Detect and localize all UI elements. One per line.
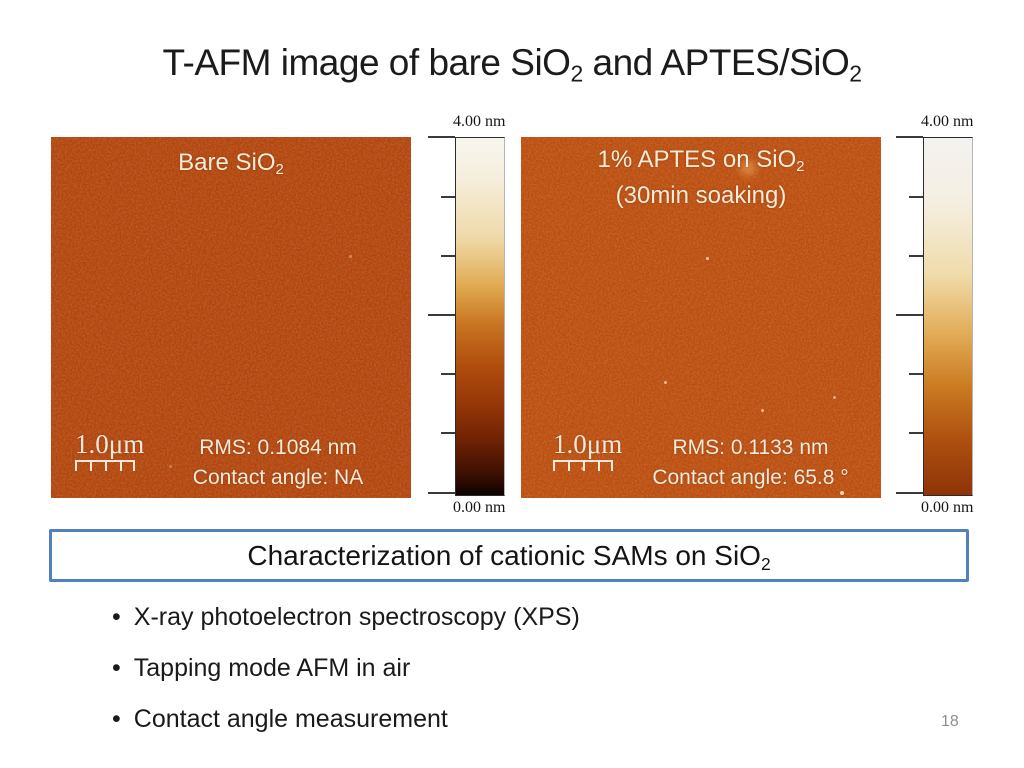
colorbar-tick xyxy=(441,255,455,257)
afm-image-bare-sio2: Bare SiO2 1.0μm RMS: 0.1084 nm Contact a… xyxy=(51,137,411,498)
scale-bar-label: 1.0μm xyxy=(75,429,145,459)
colorbar-right: 4.00 nm 0.00 nm xyxy=(896,110,974,520)
rms-value-left: RMS: 0.1084 nm xyxy=(199,436,357,459)
colorbar-tick xyxy=(896,314,923,316)
colorbar-tick xyxy=(896,492,923,494)
bright-speck xyxy=(833,396,836,399)
colorbar-left-min-label: 0.00 nm xyxy=(453,499,506,516)
colorbar-tick xyxy=(441,432,455,434)
scale-ruler xyxy=(553,460,613,474)
scale-ruler xyxy=(75,460,135,474)
colorbar-tick xyxy=(909,373,923,375)
bright-speck xyxy=(349,255,352,258)
colorbar-tick xyxy=(909,196,923,198)
colorbar-left: 4.00 nm 0.00 nm xyxy=(428,110,506,520)
colorbar-left-max-label: 4.00 nm xyxy=(453,113,506,130)
colorbar-tick xyxy=(428,136,455,138)
measurements-right: RMS: 0.1133 nm Contact angle: 65.8 ° xyxy=(628,433,873,493)
bright-speck xyxy=(761,409,764,412)
bullet-list: X-ray photoelectron spectroscopy (XPS) T… xyxy=(112,592,580,745)
scale-bar-left: 1.0μm xyxy=(75,429,145,474)
bullet-item: Contact angle measurement xyxy=(112,694,580,745)
scale-bar-right: 1.0μm xyxy=(553,429,623,474)
colorbar-left-gradient xyxy=(455,137,505,496)
colorbar-tick xyxy=(909,255,923,257)
rms-value-right: RMS: 0.1133 nm xyxy=(672,436,829,459)
scale-bar-label: 1.0μm xyxy=(553,429,623,459)
slide-title: T-AFM image of bare SiO2 and APTES/SiO2 xyxy=(0,42,1024,87)
bright-speck xyxy=(706,257,709,260)
bullet-item: Tapping mode AFM in air xyxy=(112,643,580,694)
colorbar-tick xyxy=(909,432,923,434)
afm-image-aptes-sio2: 1% APTES on SiO2 (30min soaking) 1.0μm R… xyxy=(521,137,881,498)
colorbar-tick xyxy=(441,196,455,198)
measurements-left: RMS: 0.1084 nm Contact angle: NA xyxy=(163,433,393,493)
afm-label-soaking: (30min soaking) xyxy=(615,182,787,209)
title-text: T-AFM image of bare SiO xyxy=(162,42,571,83)
colorbar-tick xyxy=(428,314,455,316)
colorbar-tick xyxy=(441,373,455,375)
title-subscript: 2 xyxy=(570,60,583,87)
page-number: 18 xyxy=(941,713,959,730)
contact-angle-right: Contact angle: 65.8 ° xyxy=(652,466,849,489)
colorbar-right-gradient xyxy=(923,137,973,496)
title-subscript-2: 2 xyxy=(849,60,862,87)
afm-label-aptes: 1% APTES on SiO2 (30min soaking) xyxy=(521,142,881,214)
title-text-2: and APTES/SiO xyxy=(582,42,850,83)
afm-label-bare-sio2: Bare SiO2 xyxy=(178,149,284,179)
colorbar-tick xyxy=(428,492,455,494)
colorbar-right-min-label: 0.00 nm xyxy=(921,499,974,516)
bullet-item: X-ray photoelectron spectroscopy (XPS) xyxy=(112,592,580,643)
colorbar-tick xyxy=(896,136,923,138)
characterization-callout-box: Characterization of cationic SAMs on SiO… xyxy=(49,529,969,582)
contact-angle-left: Contact angle: NA xyxy=(192,466,364,489)
colorbar-right-max-label: 4.00 nm xyxy=(921,113,974,130)
bright-speck xyxy=(664,381,667,384)
